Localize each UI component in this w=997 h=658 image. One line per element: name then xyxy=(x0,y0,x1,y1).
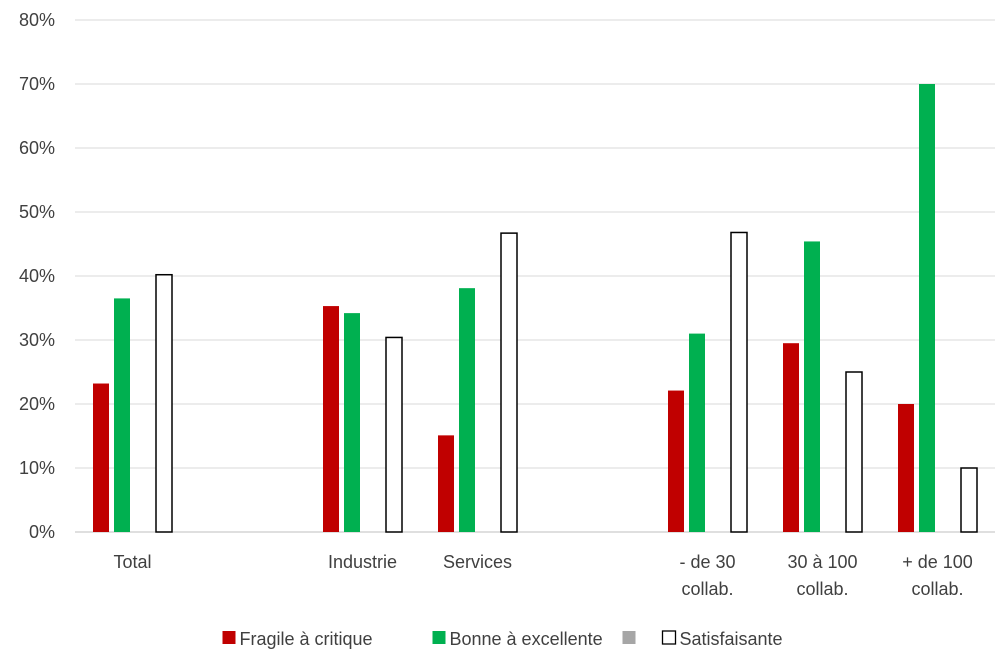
legend-swatch xyxy=(622,631,636,644)
x-tick-label: Industrie xyxy=(328,552,397,572)
bar xyxy=(344,313,360,532)
bar xyxy=(93,383,109,532)
legend-swatch xyxy=(661,630,677,645)
legend-label: Satisfaisante xyxy=(680,629,783,649)
gridlines xyxy=(75,19,995,533)
legend-item: Bonne à excellente xyxy=(432,629,603,649)
bar xyxy=(804,241,820,532)
bar xyxy=(919,84,935,532)
bar xyxy=(114,298,130,532)
bar xyxy=(960,467,978,533)
y-tick-label: 70% xyxy=(19,74,55,94)
legend-swatch xyxy=(432,631,446,644)
legend-label: Bonne à excellente xyxy=(450,629,603,649)
x-tick-label: Services xyxy=(443,552,512,572)
bar xyxy=(689,333,705,532)
bar xyxy=(438,435,454,532)
bar xyxy=(783,343,799,532)
legend-item xyxy=(622,631,636,644)
y-tick-label: 80% xyxy=(19,10,55,30)
legend-item: Satisfaisante xyxy=(661,629,783,649)
y-tick-label: 10% xyxy=(19,458,55,478)
bar xyxy=(459,288,475,532)
bar xyxy=(845,371,863,533)
bar xyxy=(323,306,339,532)
y-tick-label: 0% xyxy=(29,522,55,542)
x-tick-label: + de 100 collab. xyxy=(902,552,973,599)
x-tick-label: Total xyxy=(113,552,151,572)
x-axis: Total Industrie Services - de 30 collab. 30 à… xyxy=(113,552,972,599)
y-tick-label: 20% xyxy=(19,394,55,414)
legend-swatch xyxy=(222,631,236,644)
bar xyxy=(385,336,403,533)
y-tick-label: 50% xyxy=(19,202,55,222)
x-tick-label: - de 30 collab. xyxy=(679,552,735,599)
y-tick-label: 40% xyxy=(19,266,55,286)
bar xyxy=(898,404,914,532)
legend-label: Fragile à critique xyxy=(240,629,373,649)
y-axis: 0% 10% 20% 30% 40% 50% 60% 70% 80% xyxy=(19,10,55,542)
legend-item: Fragile à critique xyxy=(222,629,373,649)
x-tick-label: 30 à 100 collab. xyxy=(787,552,857,599)
bar xyxy=(500,232,518,533)
bar xyxy=(668,390,684,532)
bar xyxy=(155,273,173,533)
bar xyxy=(730,231,748,533)
bars xyxy=(93,84,978,533)
y-tick-label: 60% xyxy=(19,138,55,158)
y-tick-label: 30% xyxy=(19,330,55,350)
legend: Fragile à critique Bonne à excellente Sati… xyxy=(222,629,783,649)
